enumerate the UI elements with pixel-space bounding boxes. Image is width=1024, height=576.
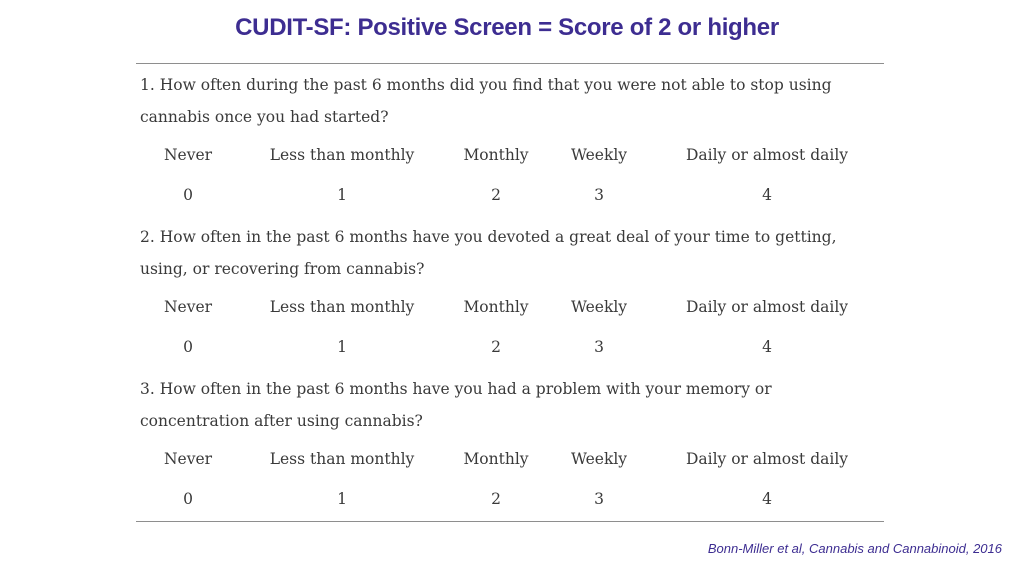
bottom-divider xyxy=(136,521,884,522)
q1-option-monthly: Monthly xyxy=(463,146,529,164)
slide-title: CUDIT-SF: Positive Screen = Score of 2 o… xyxy=(235,14,779,41)
q2-option-weekly: Weekly xyxy=(570,298,628,316)
citation: Bonn-Miller et al, Cannabis and Cannabin… xyxy=(707,541,1002,556)
q1-option-weekly: Weekly xyxy=(570,146,628,164)
q1-option-never: Never xyxy=(163,146,213,164)
q2-score-never: 0 xyxy=(183,338,193,356)
q1-option-daily: Daily or almost daily xyxy=(685,146,849,164)
q1-score-never: 0 xyxy=(183,186,193,204)
q1-score-monthly: 2 xyxy=(491,186,501,204)
q2-score-less-than-monthly: 1 xyxy=(337,338,347,356)
q3-score-weekly: 3 xyxy=(594,490,604,508)
q2-score-weekly: 3 xyxy=(594,338,604,356)
q3-option-daily: Daily or almost daily xyxy=(685,450,849,468)
q3-score-never: 0 xyxy=(183,490,193,508)
q3-score-monthly: 2 xyxy=(491,490,501,508)
q2-option-never: Never xyxy=(163,298,213,316)
q3-option-less-than-monthly: Less than monthly xyxy=(269,450,415,468)
q3-option-monthly: Monthly xyxy=(463,450,529,468)
question-1-text: 1. How often during the past 6 months di… xyxy=(140,76,832,126)
q2-option-less-than-monthly: Less than monthly xyxy=(269,298,415,316)
q2-score-daily: 4 xyxy=(762,338,772,356)
q2-option-daily: Daily or almost daily xyxy=(685,298,849,316)
q2-option-monthly: Monthly xyxy=(463,298,529,316)
q2-score-monthly: 2 xyxy=(491,338,501,356)
q1-score-weekly: 3 xyxy=(594,186,604,204)
q3-option-weekly: Weekly xyxy=(570,450,628,468)
q1-score-daily: 4 xyxy=(762,186,772,204)
q3-score-daily: 4 xyxy=(762,490,772,508)
question-3-text: 3. How often in the past 6 months have y… xyxy=(140,380,772,430)
q1-option-less-than-monthly: Less than monthly xyxy=(269,146,415,164)
q3-score-less-than-monthly: 1 xyxy=(337,490,347,508)
q3-option-never: Never xyxy=(163,450,213,468)
q1-score-less-than-monthly: 1 xyxy=(337,186,347,204)
top-divider xyxy=(136,63,884,64)
question-2-text: 2. How often in the past 6 months have y… xyxy=(140,228,837,278)
